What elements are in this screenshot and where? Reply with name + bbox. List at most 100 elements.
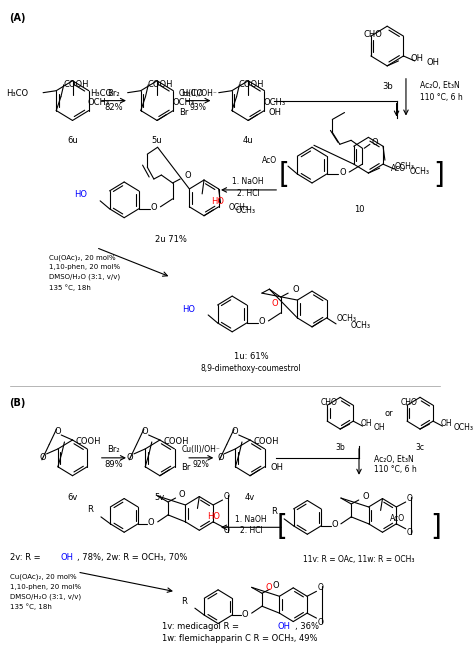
- Text: 1w: flemichapparin C R = OCH₃, 49%: 1w: flemichapparin C R = OCH₃, 49%: [162, 634, 317, 643]
- Text: OH: OH: [277, 622, 290, 631]
- Text: COOH: COOH: [163, 437, 189, 446]
- Text: O: O: [39, 453, 46, 462]
- Text: 1. NaOH: 1. NaOH: [232, 177, 264, 186]
- Text: O: O: [362, 491, 369, 501]
- Text: O: O: [258, 317, 265, 326]
- Text: O: O: [407, 528, 412, 537]
- Text: ]: ]: [430, 513, 441, 541]
- Text: OCH₃: OCH₃: [337, 314, 356, 323]
- Text: HO: HO: [207, 512, 220, 521]
- Text: Cu(II)/OH⁻: Cu(II)/OH⁻: [182, 446, 220, 455]
- Text: 5v: 5v: [155, 493, 165, 502]
- Text: 110 °C, 6 h: 110 °C, 6 h: [420, 93, 463, 102]
- Text: CHO: CHO: [364, 30, 382, 39]
- Text: AcO: AcO: [262, 155, 277, 164]
- Text: Br₂: Br₂: [108, 89, 120, 98]
- Text: OH: OH: [269, 108, 282, 117]
- Text: 2v: R =: 2v: R =: [9, 553, 43, 562]
- Text: OCH₃: OCH₃: [263, 98, 285, 107]
- Text: AcO: AcO: [391, 164, 406, 173]
- Text: OH: OH: [374, 422, 385, 432]
- Text: 110 °C, 6 h: 110 °C, 6 h: [374, 465, 417, 474]
- Text: O: O: [266, 583, 273, 592]
- Text: AcO: AcO: [390, 514, 405, 523]
- Text: O: O: [242, 610, 248, 619]
- Text: O: O: [151, 203, 157, 212]
- Text: O: O: [223, 526, 229, 535]
- Text: OH: OH: [361, 419, 373, 428]
- Text: O: O: [272, 299, 278, 308]
- Text: [: [: [276, 513, 287, 541]
- Text: CHO: CHO: [320, 398, 337, 407]
- Text: HO: HO: [211, 197, 225, 206]
- Text: OCH₃: OCH₃: [228, 203, 248, 212]
- Text: H₃CO: H₃CO: [91, 89, 113, 98]
- Text: OH: OH: [410, 54, 424, 63]
- Text: OCH₃: OCH₃: [172, 98, 194, 107]
- Text: 2. HCl: 2. HCl: [239, 526, 262, 535]
- Text: OCH₃: OCH₃: [351, 321, 371, 330]
- Text: 89%: 89%: [105, 461, 123, 470]
- Text: O: O: [331, 521, 337, 530]
- Text: Br: Br: [179, 108, 188, 117]
- Text: OCH₃: OCH₃: [236, 206, 255, 215]
- Text: 10: 10: [354, 205, 364, 214]
- Text: 1v: medicagol R =: 1v: medicagol R =: [162, 622, 241, 631]
- Text: R: R: [88, 506, 93, 515]
- Text: O: O: [54, 426, 61, 435]
- Text: O: O: [179, 490, 185, 499]
- Text: Cu(OAc)₂, 20 mol%: Cu(OAc)₂, 20 mol%: [9, 573, 76, 580]
- Text: COOH: COOH: [76, 437, 101, 446]
- Text: OH: OH: [60, 553, 73, 562]
- Text: O: O: [317, 617, 323, 626]
- Text: (B): (B): [9, 399, 26, 408]
- Text: O: O: [148, 519, 155, 528]
- Text: 92%: 92%: [193, 461, 210, 470]
- Text: Br: Br: [182, 463, 191, 472]
- Text: 2. HCl: 2. HCl: [237, 190, 260, 199]
- Text: O: O: [142, 426, 148, 435]
- Text: 3c: 3c: [416, 443, 425, 452]
- Text: 8,9-dimethoxy-coumestrol: 8,9-dimethoxy-coumestrol: [201, 364, 301, 373]
- Text: 11v: R = OAc, 11w: R = OCH₃: 11v: R = OAc, 11w: R = OCH₃: [303, 555, 415, 564]
- Text: O: O: [317, 583, 323, 592]
- Text: 135 °C, 18h: 135 °C, 18h: [9, 603, 52, 610]
- Text: , 78%, 2w: R = OCH₃, 70%: , 78%, 2w: R = OCH₃, 70%: [77, 553, 188, 562]
- Text: O: O: [273, 581, 279, 590]
- Text: OCH₃: OCH₃: [410, 166, 429, 175]
- Text: 1,10-phen, 20 mol%: 1,10-phen, 20 mol%: [9, 584, 81, 590]
- Text: Ac₂O, Et₃N: Ac₂O, Et₃N: [374, 455, 414, 464]
- Text: OH: OH: [271, 463, 284, 472]
- Text: (A): (A): [9, 14, 26, 23]
- Text: O: O: [127, 453, 134, 462]
- Text: R: R: [182, 597, 187, 606]
- Text: DMSO/H₂O (3:1, v/v): DMSO/H₂O (3:1, v/v): [9, 593, 81, 600]
- Text: 82%: 82%: [105, 103, 123, 112]
- Text: O: O: [223, 491, 229, 501]
- Text: or: or: [385, 409, 393, 418]
- Text: 1. NaOH: 1. NaOH: [235, 515, 267, 524]
- Text: O: O: [339, 168, 346, 177]
- Text: Cu(OAc)₂, 20 mol%: Cu(OAc)₂, 20 mol%: [49, 254, 116, 261]
- Text: 1u: 61%: 1u: 61%: [234, 352, 268, 361]
- Text: COOH: COOH: [239, 80, 264, 89]
- Text: ]: ]: [433, 161, 444, 189]
- Text: O: O: [371, 138, 378, 147]
- Text: Ac₂O, Et₃N: Ac₂O, Et₃N: [420, 81, 460, 90]
- Text: Cu(II)/OH⁻: Cu(II)/OH⁻: [179, 89, 218, 98]
- Text: O: O: [292, 284, 299, 293]
- Text: HO: HO: [182, 304, 195, 313]
- Text: CHO: CHO: [401, 398, 418, 407]
- Text: [: [: [278, 161, 289, 189]
- Text: 3b: 3b: [335, 443, 345, 452]
- Text: 4u: 4u: [243, 136, 254, 145]
- Text: 135 °C, 18h: 135 °C, 18h: [49, 284, 91, 290]
- Text: Br₂: Br₂: [108, 446, 120, 455]
- Text: O: O: [184, 170, 191, 179]
- Text: H₃CO: H₃CO: [182, 89, 204, 98]
- Text: OCH₃: OCH₃: [88, 98, 109, 107]
- Text: OCH₃: OCH₃: [454, 422, 474, 432]
- Text: O: O: [232, 426, 238, 435]
- Text: COOH: COOH: [63, 80, 89, 89]
- Text: 6v: 6v: [67, 493, 78, 502]
